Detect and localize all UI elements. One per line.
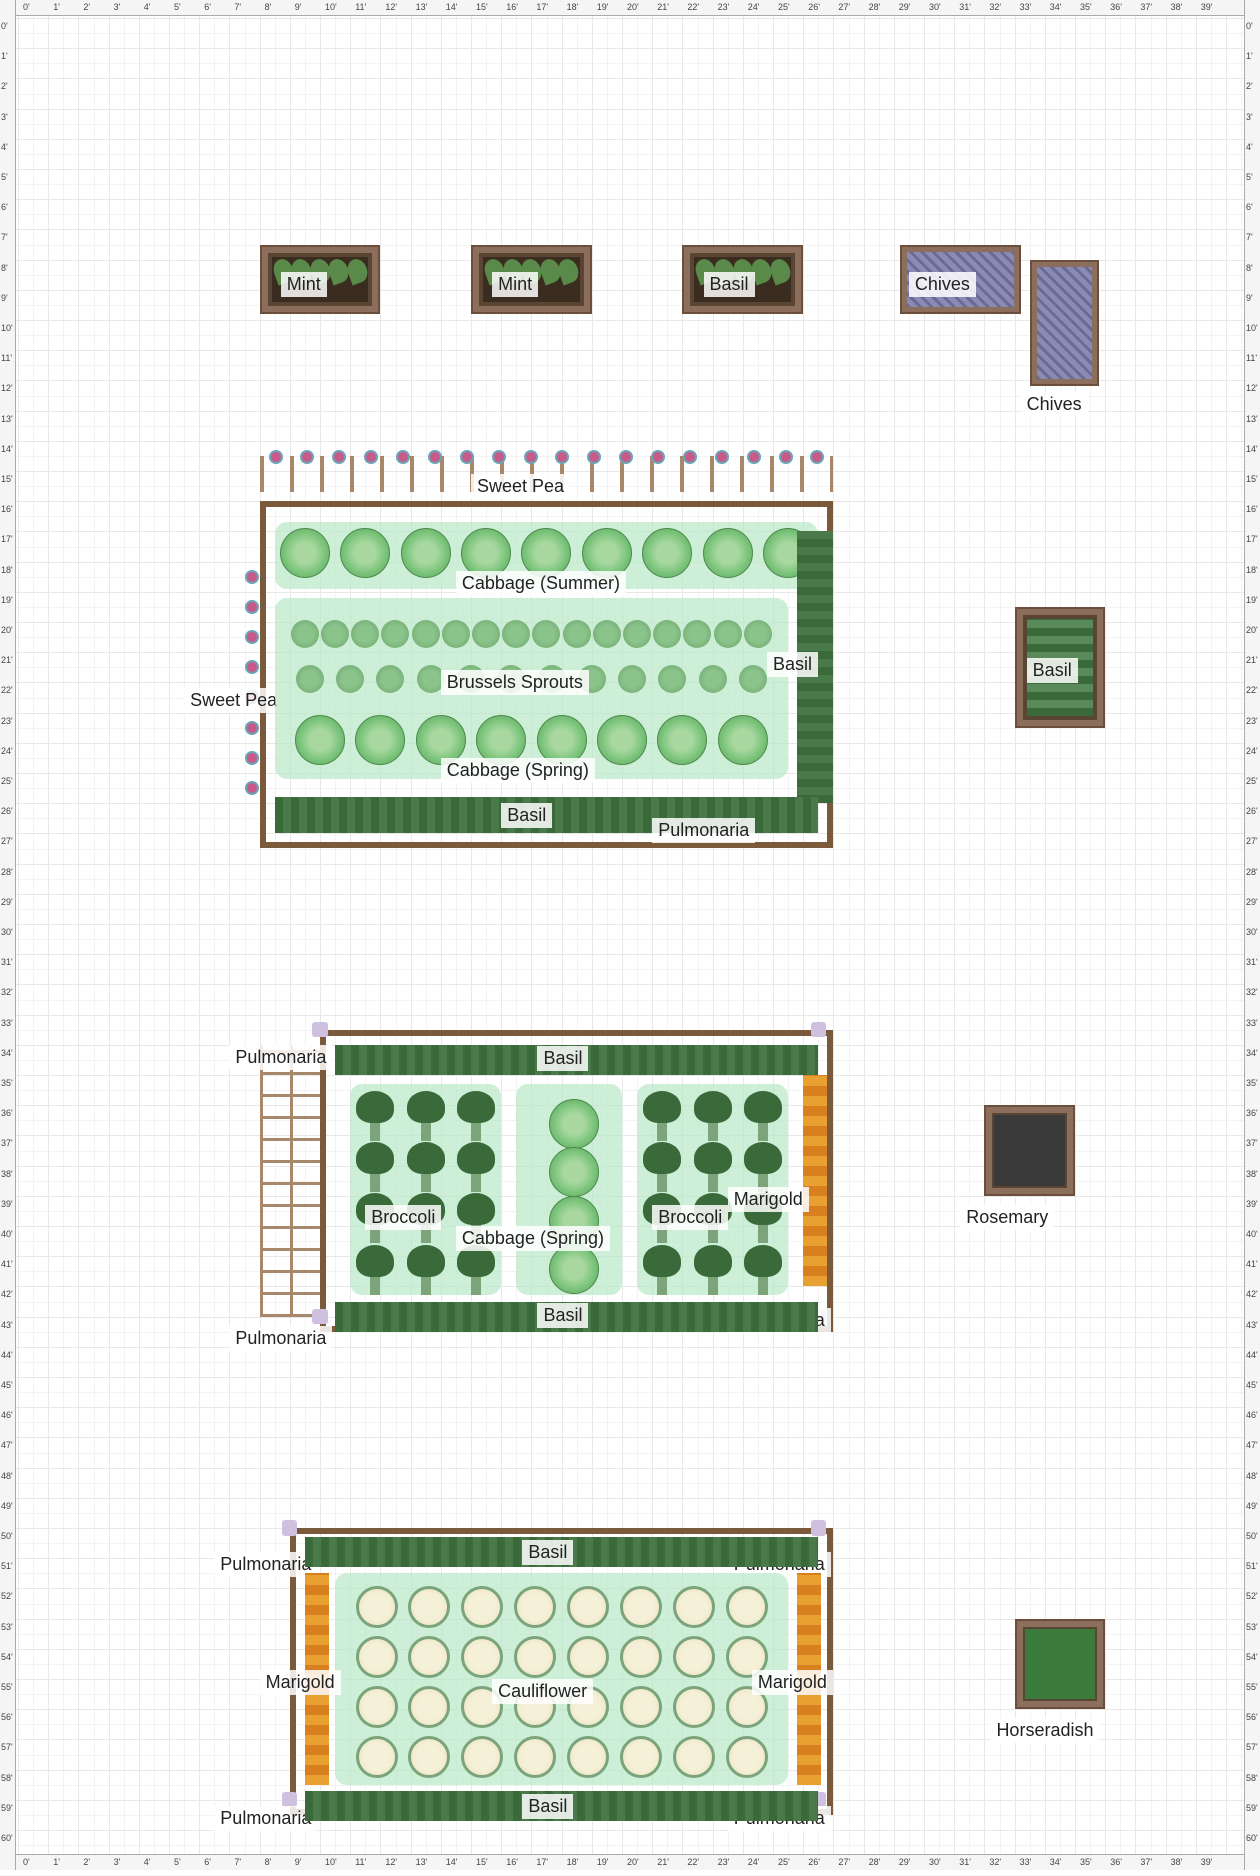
planter-horseradish[interactable] [1015, 1619, 1106, 1710]
label-basil[interactable]: Basil [704, 272, 755, 297]
label-pulmonaria[interactable]: Pulmonaria [214, 1806, 317, 1831]
label-rosemary[interactable]: Rosemary [960, 1205, 1054, 1230]
broccoli-row[interactable] [350, 1141, 501, 1192]
label-cauliflower[interactable]: Cauliflower [492, 1679, 593, 1704]
label-pulmonaria[interactable]: Pulmonaria [229, 1045, 332, 1070]
broccoli-row[interactable] [350, 1244, 501, 1295]
marigold-strip[interactable] [803, 1075, 827, 1286]
broccoli-row[interactable] [637, 1244, 788, 1295]
label-pulmonaria[interactable]: Pulmonaria [652, 818, 755, 843]
ruler-top: 0'1'2'3'4'5'6'7'8'9'10'11'12'13'14'15'16… [0, 0, 1260, 16]
label-pulmonaria[interactable]: Pulmonaria [214, 1552, 317, 1577]
ruler-right: 0'1'2'3'4'5'6'7'8'9'10'11'12'13'14'15'16… [1244, 0, 1260, 1870]
cauli-row[interactable] [350, 1632, 773, 1682]
label-basil[interactable]: Basil [501, 803, 552, 828]
label-chives[interactable]: Chives [1021, 392, 1088, 417]
pulmonaria-corner[interactable] [312, 1309, 327, 1324]
sweetpea-left [245, 562, 275, 804]
pulmonaria-corner[interactable] [312, 1022, 327, 1037]
label-chives[interactable]: Chives [909, 272, 976, 297]
broccoli-row[interactable] [637, 1141, 788, 1192]
label-marigold[interactable]: Marigold [752, 1670, 833, 1695]
garden-canvas[interactable]: 0'1'2'3'4'5'6'7'8'9'10'11'12'13'14'15'16… [0, 0, 1260, 1870]
label-Cabbage-Spring-[interactable]: Cabbage (Spring) [441, 758, 595, 783]
label-Cabbage-Summer-[interactable]: Cabbage (Summer) [456, 571, 626, 596]
pulmonaria-corner[interactable] [282, 1520, 297, 1535]
label-pulmonaria[interactable]: Pulmonaria [229, 1326, 332, 1351]
label-mint[interactable]: Mint [492, 272, 538, 297]
cauli-row[interactable] [350, 1582, 773, 1632]
label-sweetpea-left[interactable]: Sweet Pea [184, 688, 283, 713]
label-mint[interactable]: Mint [281, 272, 327, 297]
label-brussels[interactable]: Brussels Sprouts [441, 670, 589, 695]
cauli-row[interactable] [350, 1732, 773, 1782]
broccoli-row[interactable] [637, 1090, 788, 1141]
cabbage[interactable] [547, 1099, 601, 1147]
label-broccoli[interactable]: Broccoli [652, 1205, 728, 1230]
label-basil[interactable]: Basil [522, 1794, 573, 1819]
label-basil[interactable]: Basil [537, 1046, 588, 1071]
label-broccoli[interactable]: Broccoli [365, 1205, 441, 1230]
label-sweetpea[interactable]: Sweet Pea [471, 474, 570, 499]
broccoli-row[interactable] [350, 1090, 501, 1141]
sweetpea-row-top [260, 450, 834, 471]
cabbage[interactable] [547, 1244, 601, 1292]
planter-chives-1[interactable] [1030, 260, 1099, 387]
label-marigold[interactable]: Marigold [728, 1187, 809, 1212]
pulmonaria-corner[interactable] [811, 1022, 826, 1037]
planter-rosemary[interactable] [984, 1105, 1075, 1196]
label-basil[interactable]: Basil [1027, 658, 1078, 683]
label-horseradish[interactable]: Horseradish [990, 1718, 1099, 1743]
ruler-left: 0'1'2'3'4'5'6'7'8'9'10'11'12'13'14'15'16… [0, 0, 16, 1870]
label-marigold[interactable]: Marigold [260, 1670, 341, 1695]
sprout-row[interactable] [290, 616, 773, 652]
trellis-left [260, 1045, 320, 1317]
label-cabbage-spring[interactable]: Cabbage (Spring) [456, 1226, 610, 1251]
cabbage[interactable] [547, 1147, 601, 1195]
ruler-bottom: 0'1'2'3'4'5'6'7'8'9'10'11'12'13'14'15'16… [0, 1854, 1260, 1870]
label-basil[interactable]: Basil [767, 652, 818, 677]
label-basil[interactable]: Basil [522, 1540, 573, 1565]
label-basil[interactable]: Basil [537, 1303, 588, 1328]
pulmonaria-corner[interactable] [811, 1520, 826, 1535]
